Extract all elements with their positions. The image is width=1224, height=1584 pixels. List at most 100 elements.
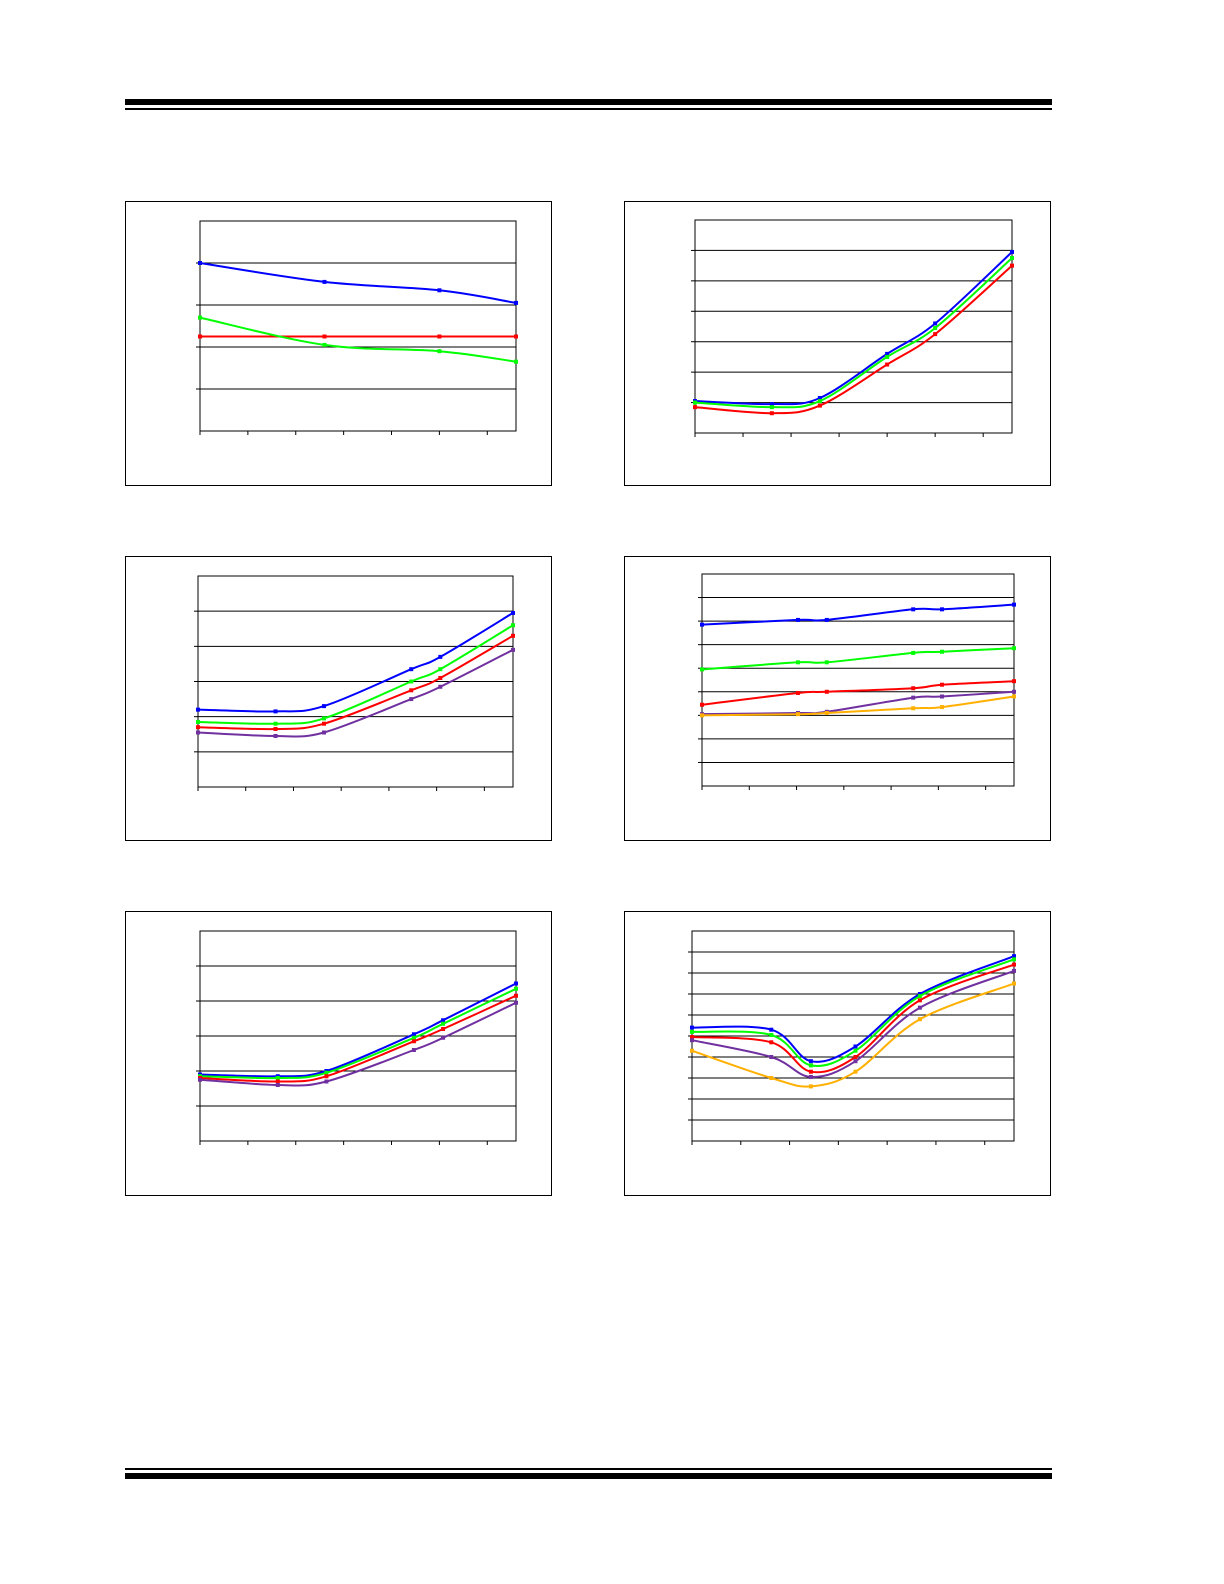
data-point bbox=[885, 362, 890, 367]
data-point bbox=[817, 403, 822, 408]
data-point bbox=[514, 993, 518, 998]
data-point bbox=[940, 682, 944, 687]
data-point bbox=[808, 1084, 813, 1089]
data-point bbox=[514, 334, 518, 339]
data-point bbox=[411, 1032, 416, 1037]
data-point bbox=[196, 730, 200, 735]
data-point bbox=[198, 1077, 202, 1082]
data-point bbox=[940, 705, 944, 710]
data-point bbox=[437, 288, 442, 293]
data-point bbox=[690, 1029, 694, 1034]
data-point bbox=[441, 1021, 446, 1026]
data-point bbox=[911, 706, 916, 711]
data-point bbox=[1012, 694, 1016, 699]
data-point bbox=[511, 633, 515, 638]
data-point bbox=[693, 405, 697, 410]
data-point bbox=[409, 697, 414, 702]
data-point bbox=[824, 617, 829, 622]
series-line bbox=[199, 982, 517, 1078]
series-line bbox=[199, 316, 517, 363]
data-point bbox=[438, 684, 443, 689]
data-point bbox=[1012, 968, 1016, 973]
data-point bbox=[769, 405, 774, 410]
series-line bbox=[701, 603, 1015, 626]
data-point bbox=[690, 1038, 694, 1043]
plot-area bbox=[197, 575, 514, 788]
data-point bbox=[198, 315, 202, 320]
data-point bbox=[198, 334, 202, 339]
data-point bbox=[690, 1048, 694, 1053]
data-point bbox=[817, 396, 822, 401]
series-line bbox=[691, 963, 1015, 1074]
data-point bbox=[275, 1076, 280, 1080]
data-point bbox=[1012, 646, 1016, 651]
data-point bbox=[438, 675, 443, 680]
series-line bbox=[199, 994, 517, 1083]
data-point bbox=[511, 647, 515, 652]
data-point bbox=[511, 623, 515, 628]
data-point bbox=[769, 1055, 774, 1059]
data-point bbox=[700, 622, 704, 627]
data-point bbox=[1010, 263, 1014, 268]
data-point bbox=[917, 998, 922, 1003]
data-point bbox=[324, 1079, 329, 1084]
data-point bbox=[322, 704, 326, 709]
data-point bbox=[693, 400, 697, 405]
data-point bbox=[1012, 954, 1016, 959]
data-point bbox=[769, 402, 774, 407]
data-point bbox=[198, 261, 202, 265]
data-point bbox=[917, 1005, 922, 1010]
data-point bbox=[808, 1063, 813, 1068]
data-point bbox=[853, 1044, 858, 1049]
data-point bbox=[808, 1059, 813, 1064]
chart-3 bbox=[194, 575, 515, 791]
data-point bbox=[324, 1070, 329, 1075]
chart-panel-3 bbox=[125, 556, 552, 841]
data-point bbox=[322, 716, 326, 721]
chart-6 bbox=[688, 930, 1016, 1145]
series-line bbox=[691, 958, 1015, 1067]
data-point bbox=[933, 326, 938, 331]
data-point bbox=[322, 334, 327, 339]
data-point bbox=[273, 709, 278, 714]
plot-area bbox=[199, 930, 517, 1142]
data-point bbox=[911, 650, 916, 655]
header-rule-thin bbox=[125, 108, 1052, 110]
data-point bbox=[911, 607, 916, 612]
data-point bbox=[322, 279, 327, 284]
chart-panel-1 bbox=[125, 201, 552, 486]
series-line bbox=[199, 1001, 517, 1087]
data-point bbox=[769, 1076, 774, 1080]
chart-1 bbox=[196, 220, 518, 435]
chart-panel-6 bbox=[624, 911, 1051, 1196]
series-line bbox=[199, 262, 517, 304]
data-point bbox=[409, 667, 414, 672]
data-point bbox=[796, 712, 800, 717]
data-point bbox=[275, 1079, 280, 1084]
data-point bbox=[911, 695, 916, 700]
data-point bbox=[437, 334, 442, 339]
chart-2 bbox=[691, 219, 1014, 437]
data-point bbox=[438, 667, 443, 672]
data-point bbox=[940, 649, 944, 654]
data-point bbox=[273, 726, 278, 731]
series-line bbox=[691, 982, 1015, 1088]
data-point bbox=[769, 1032, 774, 1037]
data-point bbox=[824, 710, 829, 715]
data-point bbox=[441, 1018, 446, 1023]
data-point bbox=[273, 721, 278, 726]
chart-4 bbox=[698, 573, 1016, 790]
chart-panel-5 bbox=[125, 911, 552, 1196]
data-point bbox=[1012, 679, 1016, 684]
data-point bbox=[196, 719, 200, 724]
data-point bbox=[324, 1074, 329, 1079]
data-point bbox=[514, 1000, 518, 1005]
data-point bbox=[917, 992, 922, 996]
series-line bbox=[701, 647, 1015, 671]
data-point bbox=[514, 300, 518, 305]
data-point bbox=[322, 721, 326, 726]
data-point bbox=[824, 660, 829, 665]
data-point bbox=[940, 607, 944, 612]
data-point bbox=[700, 702, 704, 707]
data-point bbox=[409, 688, 414, 693]
